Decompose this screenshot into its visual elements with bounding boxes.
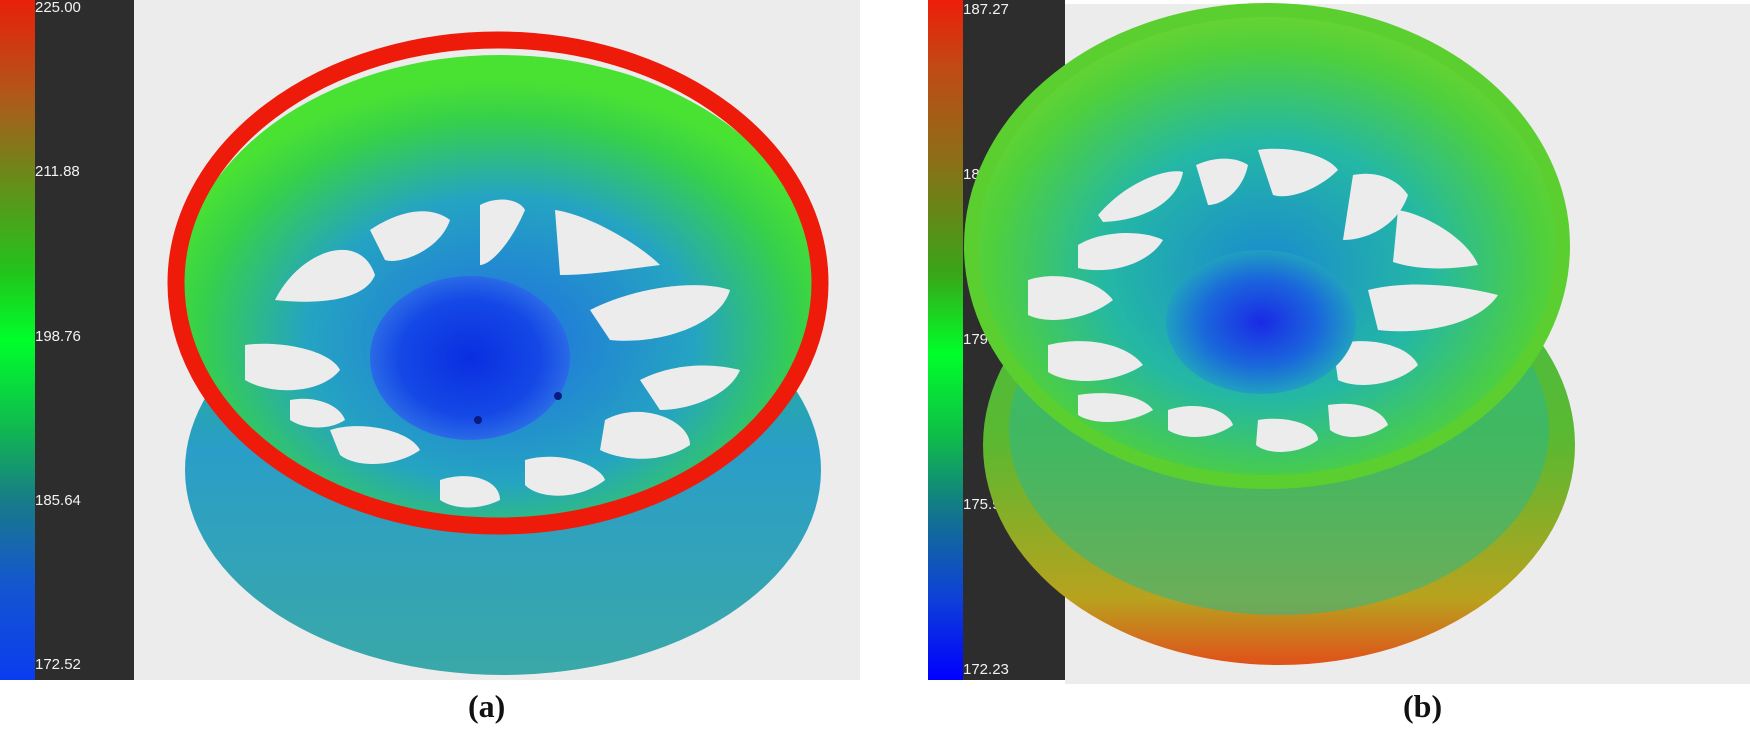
panel-a: 225.00 211.88 198.76 185.64 172.52 (0, 0, 860, 732)
panel-b: 187.27 183.51 179.75 175.99 172.23 (928, 0, 1750, 732)
panel-caption: (b) (1403, 688, 1443, 724)
colorbar-tick: 187.27 (963, 1, 1009, 18)
lug-hole (474, 416, 482, 424)
panel-caption: (a) (468, 688, 506, 724)
colorbar-tick: 225.00 (35, 0, 81, 16)
colorbar-tick: 211.88 (35, 163, 80, 180)
spoke-openings (245, 199, 740, 508)
colorbar-tick: 185.64 (35, 492, 81, 509)
wheel-temperature-render (964, 3, 1575, 665)
lug-hole (554, 392, 562, 400)
rim-lip (964, 3, 1570, 489)
wheel-hub (370, 276, 570, 440)
colorbar-label-strip: 225.00 211.88 198.76 185.64 172.52 (35, 0, 134, 680)
spoke-openings (1028, 148, 1498, 452)
colorbar-tick: 198.76 (35, 328, 81, 345)
colorbar-tick: 172.23 (963, 661, 1009, 678)
rim-lip-hot (167, 31, 829, 535)
colorbar-gradient (0, 0, 35, 680)
colorbar-tick: 172.52 (35, 656, 81, 673)
colorbar-gradient (928, 0, 963, 680)
wheel-temperature-render (167, 31, 829, 675)
wheel-hub (1166, 250, 1356, 394)
